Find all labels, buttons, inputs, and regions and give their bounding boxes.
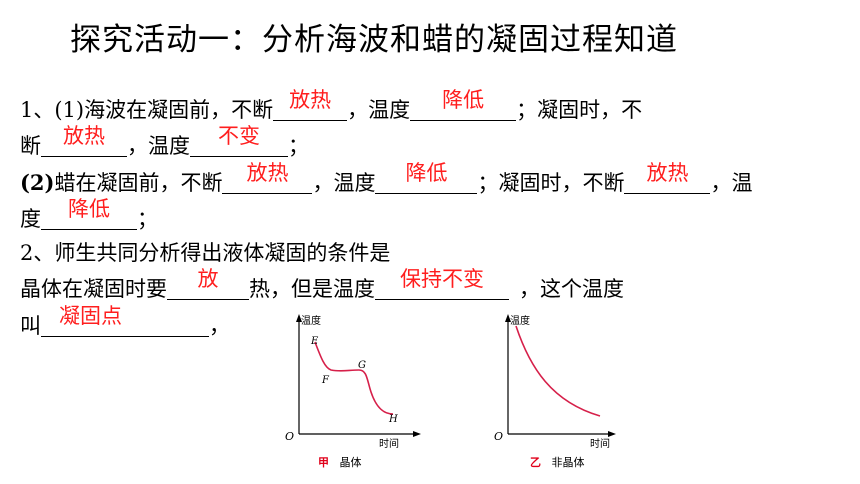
q1-line4: 度 降低 ； <box>20 197 158 233</box>
answer-text: 降低 <box>68 197 110 221</box>
origin-label: O <box>285 430 294 443</box>
q1-text: ； <box>288 134 309 158</box>
point-e-label: E <box>310 336 319 347</box>
cooling-curve <box>515 325 601 417</box>
q1-text: ，温度 <box>127 134 190 158</box>
point-f-label: F <box>321 375 330 386</box>
answer-text: 放热 <box>63 124 105 148</box>
answer-blank: 凝固点 <box>41 304 209 337</box>
q2-text: 2、师生共同分析得出液体凝固的条件是 <box>20 241 391 265</box>
q1-text: (2) <box>20 170 55 195</box>
x-axis-label: 时间 <box>379 437 399 450</box>
x-axis-arrow-icon <box>608 431 616 437</box>
q1-text: ，温度 <box>347 98 411 122</box>
y-axis-arrow-icon <box>296 314 302 322</box>
page-title: 探究活动一：分析海波和蜡的凝固过程知道 <box>70 22 678 58</box>
q2-text: 叫 <box>20 314 41 338</box>
crystal-cooling-graph: 温度 时间 O E F G H <box>285 314 421 450</box>
q1-text: ； <box>137 207 158 231</box>
answer-blank: 放热 <box>624 161 711 194</box>
answer-blank: 降低 <box>410 88 517 121</box>
answer-blank: 放 <box>167 267 249 300</box>
q1-text: 度 <box>20 207 41 231</box>
q1-text: ；凝固时，不 <box>516 98 643 122</box>
graph-a-caption: 甲 晶体 <box>318 454 362 470</box>
q2-line2: 晶体在凝固时要 放 热，但是温度 保持不变 ，这个温度 <box>20 267 624 303</box>
answer-blank: 降低 <box>375 161 478 194</box>
origin-label: O <box>494 430 503 443</box>
y-axis-label: 温度 <box>510 314 530 327</box>
caption-text: 晶体 <box>339 456 362 469</box>
q2-text: 晶体在凝固时要 <box>20 277 167 301</box>
answer-blank: 放热 <box>41 124 127 157</box>
q2-line1: 2、师生共同分析得出液体凝固的条件是 <box>20 237 390 267</box>
answer-text: 降低 <box>442 88 485 112</box>
answer-text: 不变 <box>218 124 260 148</box>
q1-line1: 1、(1)海波在凝固前，不断 放热 ，温度 降低 ；凝固时，不 <box>20 88 643 124</box>
x-axis-label: 时间 <box>590 437 610 450</box>
caption-text: 非晶体 <box>551 456 585 469</box>
answer-text: 保持不变 <box>400 267 484 291</box>
caption-mark: 甲 <box>318 456 329 469</box>
q2-text: ， <box>209 314 230 338</box>
y-axis-label: 温度 <box>301 314 321 327</box>
caption-mark: 乙 <box>530 456 541 469</box>
answer-blank: 保持不变 <box>375 267 509 300</box>
q1-line3: (2)蜡在凝固前，不断 放热 ，温度 降低 ；凝固时，不断 放热 ，温 <box>20 161 753 197</box>
amorphous-cooling-graph: 温度 时间 O <box>494 314 616 450</box>
answer-blank: 放热 <box>222 161 313 194</box>
answer-blank: 不变 <box>190 124 288 157</box>
q1-text: 1、(1)海波在凝固前，不断 <box>20 98 274 122</box>
answer-text: 放热 <box>289 88 332 112</box>
q2-line3: 叫凝固点 ， <box>20 304 230 340</box>
q1-text: ，温度 <box>312 171 376 195</box>
q2-text: ，这个温度 <box>519 277 624 301</box>
q2-text: 热，但是温度 <box>249 277 375 301</box>
cooling-curve <box>314 341 394 415</box>
answer-text: 凝固点 <box>59 304 122 328</box>
point-g-label: G <box>358 360 366 371</box>
point-h-label: H <box>388 414 398 425</box>
answer-blank: 放热 <box>273 88 348 121</box>
q1-text: ；凝固时，不断 <box>477 171 625 195</box>
answer-text: 降低 <box>405 161 448 185</box>
q1-text: 蜡在凝固前，不断 <box>54 171 223 195</box>
q1-text: ，温 <box>710 171 753 195</box>
q1-line2: 断放热 ，温度 不变 ； <box>20 124 309 160</box>
answer-text: 放热 <box>646 161 689 185</box>
answer-text: 放 <box>197 267 219 291</box>
answer-blank: 降低 <box>41 197 137 230</box>
graph-b-caption: 乙 非晶体 <box>530 454 585 470</box>
q1-text: 断 <box>20 134 41 158</box>
y-axis-arrow-icon <box>505 314 511 322</box>
x-axis-arrow-icon <box>413 431 421 437</box>
answer-text: 放热 <box>246 161 289 185</box>
